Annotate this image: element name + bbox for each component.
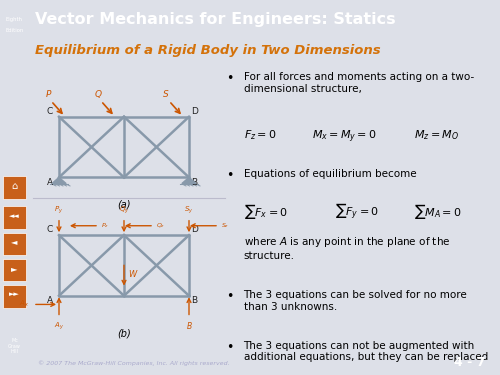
Text: Equations of equilibrium become: Equations of equilibrium become [244, 169, 416, 179]
Text: $M_x = M_y = 0$: $M_x = M_y = 0$ [312, 128, 376, 145]
Text: $B$: $B$ [186, 320, 192, 331]
Text: $P_y$: $P_y$ [54, 204, 64, 216]
Text: D: D [191, 107, 198, 116]
Text: $F_z = 0$: $F_z = 0$ [244, 128, 276, 142]
Text: •: • [226, 169, 234, 182]
Text: Equilibrium of a Rigid Body in Two Dimensions: Equilibrium of a Rigid Body in Two Dimen… [34, 44, 380, 57]
Text: where $A$ is any point in the plane of the
structure.: where $A$ is any point in the plane of t… [244, 235, 450, 261]
Text: ⌂: ⌂ [12, 181, 18, 190]
Text: $\sum F_x = 0$: $\sum F_x = 0$ [244, 202, 288, 221]
Text: (a): (a) [117, 199, 131, 209]
Text: W: W [128, 270, 136, 279]
Text: •: • [226, 72, 234, 85]
Text: Eighth: Eighth [6, 17, 23, 22]
Text: A: A [47, 178, 53, 187]
Text: $\sum M_A = 0$: $\sum M_A = 0$ [414, 202, 463, 221]
Text: © 2007 The McGraw-Hill Companies, Inc. All rights reserved.: © 2007 The McGraw-Hill Companies, Inc. A… [38, 360, 230, 366]
Text: (b): (b) [117, 329, 131, 339]
Text: $P_z$: $P_z$ [101, 221, 109, 230]
Text: $S_z$: $S_z$ [221, 221, 230, 230]
Text: ◄: ◄ [11, 237, 18, 246]
Text: P: P [46, 90, 51, 99]
Bar [3, 285, 26, 308]
Text: $\sum F_y = 0$: $\sum F_y = 0$ [334, 202, 378, 222]
Text: C: C [47, 225, 53, 234]
Text: A: A [47, 297, 53, 306]
Text: For all forces and moments acting on a two-
dimensional structure,: For all forces and moments acting on a t… [244, 72, 474, 94]
Text: C: C [47, 107, 53, 116]
Text: ►: ► [11, 264, 18, 273]
Text: $Q_z$: $Q_z$ [156, 221, 166, 230]
Text: •: • [226, 290, 234, 303]
Text: ◄◄: ◄◄ [9, 213, 20, 219]
Text: S: S [163, 90, 169, 99]
Text: The 3 equations can not be augmented with
additional equations, but they can be : The 3 equations can not be augmented wit… [244, 340, 488, 362]
Text: •: • [226, 340, 234, 354]
Bar [3, 232, 26, 255]
Text: B: B [191, 297, 197, 306]
Text: The 3 equations can be solved for no more
than 3 unknowns.: The 3 equations can be solved for no mor… [244, 290, 467, 312]
Bar [3, 206, 26, 229]
Text: Vector Mechanics for Engineers: Statics: Vector Mechanics for Engineers: Statics [34, 12, 396, 27]
Text: 4 - 7: 4 - 7 [454, 356, 486, 369]
Text: $Q_y$: $Q_y$ [119, 204, 129, 216]
Bar [3, 259, 26, 281]
Text: Mc
Graw
Hill: Mc Graw Hill [8, 338, 21, 354]
Text: ►►: ►► [9, 291, 20, 297]
Polygon shape [182, 177, 196, 183]
Polygon shape [52, 177, 66, 183]
Text: $M_z = M_O$: $M_z = M_O$ [414, 128, 460, 142]
Text: $A_y$: $A_y$ [54, 320, 64, 332]
Text: B: B [191, 178, 197, 187]
Text: Q: Q [94, 90, 102, 99]
Text: $A_x$: $A_x$ [19, 298, 29, 309]
Text: $S_y$: $S_y$ [184, 204, 194, 216]
Text: D: D [191, 225, 198, 234]
Text: Edition: Edition [6, 28, 24, 33]
Bar [3, 176, 26, 199]
